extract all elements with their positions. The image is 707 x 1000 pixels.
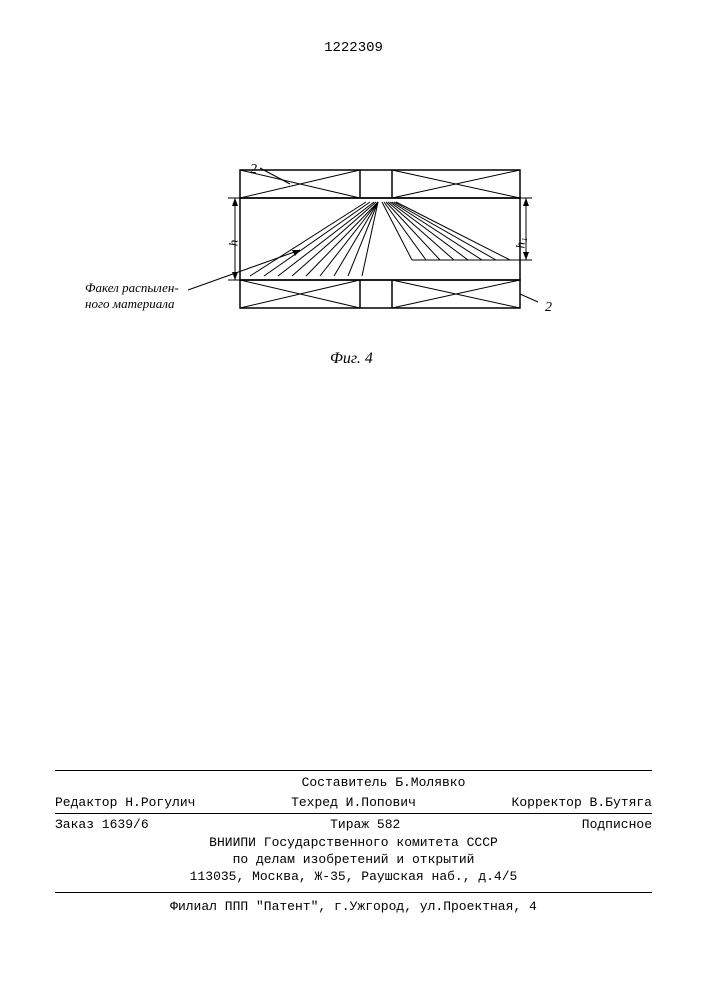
colophon-block: Составитель Б.Молявко Редактор Н.Рогулич…	[55, 770, 652, 920]
page-number: 1222309	[324, 40, 383, 56]
credits-row: Редактор Н.Рогулич Техред И.Попович Корр…	[55, 792, 652, 814]
print-run: Тираж 582	[330, 817, 400, 832]
ref-label-2-bottom: 2	[545, 300, 552, 316]
callout-label: Факел распылен- ного материала	[85, 280, 179, 311]
compiler-line: Составитель Б.Молявко	[115, 775, 652, 792]
org-block: ВНИИПИ Государственного комитета СССР по…	[55, 835, 652, 893]
org-line1: ВНИИПИ Государственного комитета СССР	[55, 835, 652, 852]
branch-line: Филиал ППП "Патент", г.Ужгород, ул.Проек…	[55, 893, 652, 920]
figure-svg	[180, 160, 540, 360]
org-line2: по делам изобретений и открытий	[55, 852, 652, 869]
figure-caption: Фиг. 4	[330, 350, 373, 368]
org-line3: 113035, Москва, Ж-35, Раушская наб., д.4…	[55, 869, 652, 886]
corrector: Корректор В.Бутяга	[512, 795, 652, 810]
tech-editor: Техред И.Попович	[291, 795, 416, 810]
order-number: Заказ 1639/6	[55, 817, 149, 832]
callout-line2: ного материала	[85, 296, 175, 311]
order-row: Заказ 1639/6 Тираж 582 Подписное	[55, 814, 652, 835]
figure-4	[180, 160, 540, 360]
callout-line1: Факел распылен-	[85, 280, 179, 295]
subscription: Подписное	[582, 817, 652, 832]
editor: Редактор Н.Рогулич	[55, 795, 195, 810]
